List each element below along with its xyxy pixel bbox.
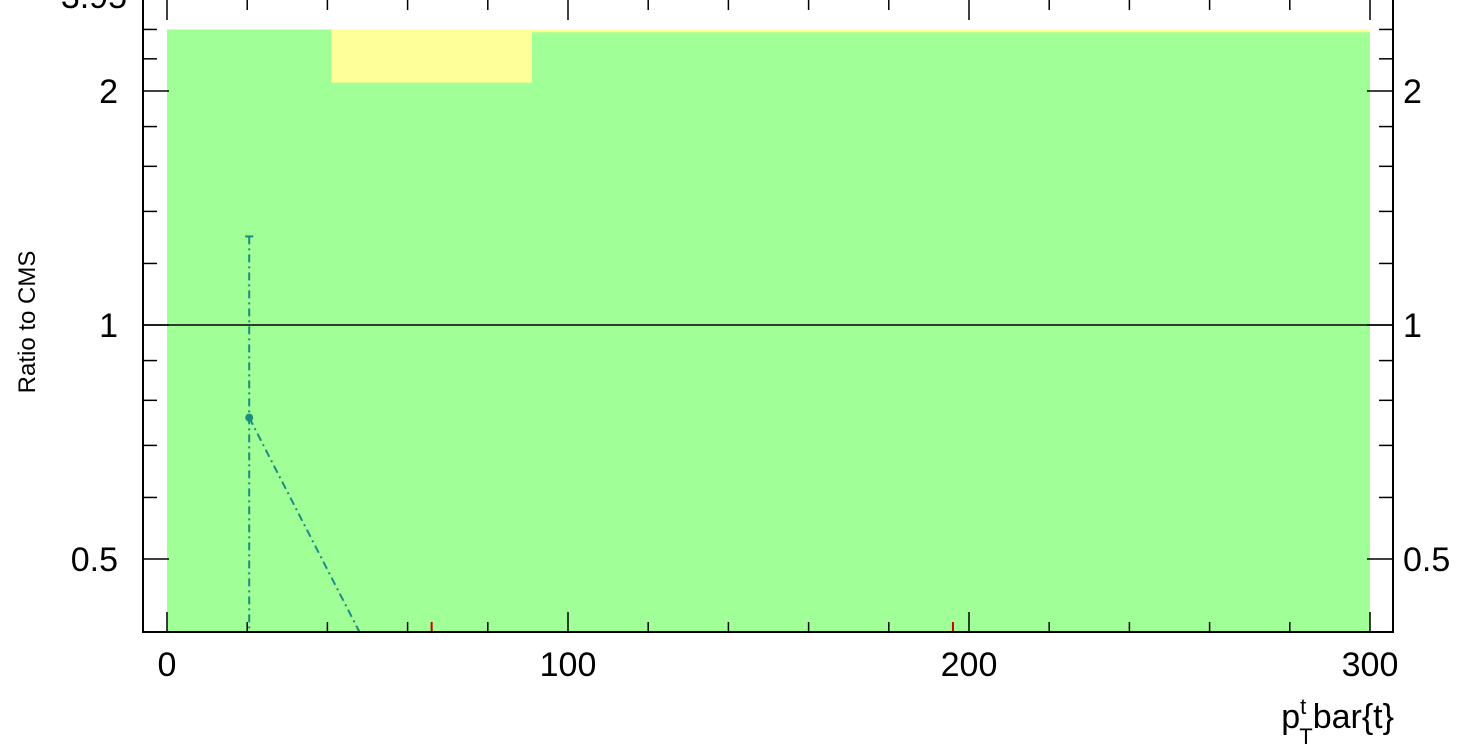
band-1 [331,29,532,83]
axis-ticks [143,0,1393,632]
y-tick-label-right-2: 2 [1403,73,1422,111]
band-0 [167,29,1370,632]
y-tick-label-left-1: 1 [99,307,118,345]
x-tick-label-200: 200 [941,646,998,684]
x-tick-label-100: 100 [540,646,597,684]
plot-frame [142,0,1394,633]
x-axis-title-base: p [1281,698,1300,736]
frame-outline [142,0,1394,633]
top-partial-tick-label: 3.95 [61,0,127,16]
tick-labels: 0 100 200 300 0.5 0.5 1 1 2 2 [71,73,1451,684]
x-tick-label-0: 0 [158,646,177,684]
y-tick-label-right-0.5: 0.5 [1403,541,1450,579]
y-tick-label-left-0.5: 0.5 [71,541,118,579]
series-line-0 [248,417,361,633]
band-2 [531,29,1370,33]
uncertainty-bands [167,29,1370,632]
x-axis-title-sup: t [1300,694,1306,719]
x-axis-title-sub: T [1299,724,1312,749]
x-axis-title: pt Tbar{t} [1281,694,1394,749]
x-tick-label-300: 300 [1342,646,1399,684]
y-tick-label-right-1: 1 [1403,307,1422,345]
y-tick-label-left-2: 2 [99,73,118,111]
y-axis-title: Ratio to CMS [14,251,41,394]
x-axis-title-rest: bar{t} [1313,698,1394,736]
series-group [245,235,954,633]
